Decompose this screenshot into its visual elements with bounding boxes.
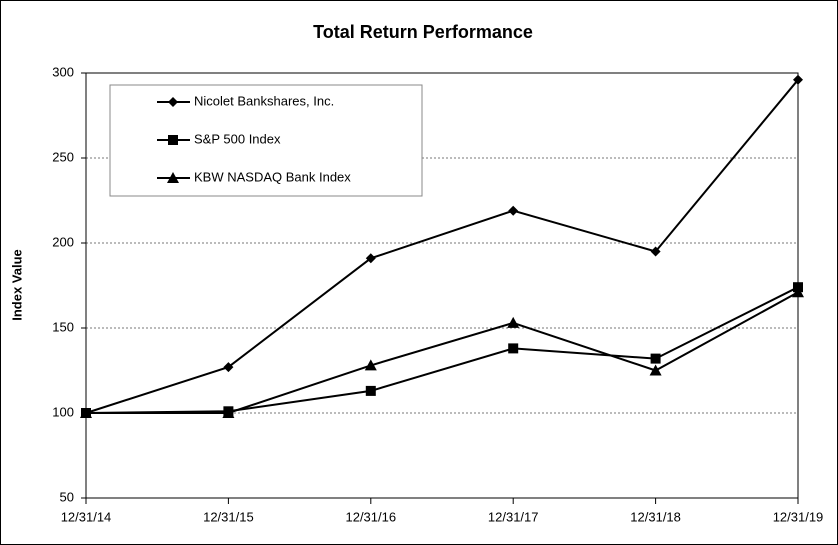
marker — [792, 286, 804, 298]
series-line — [85, 286, 799, 414]
marker — [793, 74, 803, 85]
marker — [507, 316, 520, 328]
marker — [365, 385, 376, 396]
y-tick-label: 300 — [52, 64, 74, 79]
x-tick-label: 12/31/18 — [630, 509, 681, 524]
marker — [508, 205, 519, 216]
series-line — [86, 291, 799, 414]
legend-marker — [168, 135, 178, 145]
legend-marker — [168, 97, 178, 107]
x-tick-label: 12/31/16 — [345, 509, 396, 524]
series-line — [85, 79, 799, 414]
x-tick-label: 12/31/15 — [203, 509, 254, 524]
marker — [508, 343, 519, 354]
marker — [80, 407, 92, 418]
marker — [364, 359, 377, 371]
marker — [222, 407, 235, 418]
legend-label: Nicolet Bankshares, Inc. — [194, 93, 334, 108]
y-tick-label: 100 — [52, 404, 74, 419]
y-tick-label: 150 — [52, 319, 74, 334]
marker — [650, 246, 661, 257]
legend-marker — [167, 172, 179, 183]
marker — [365, 253, 376, 264]
y-tick-label: 200 — [52, 234, 74, 249]
x-tick-label: 12/31/17 — [488, 509, 539, 524]
legend-label: S&P 500 Index — [194, 131, 281, 146]
y-tick-label: 250 — [52, 149, 74, 164]
marker — [650, 353, 661, 364]
legend-label: KBW NASDAQ Bank Index — [194, 169, 351, 184]
chart-title: Total Return Performance — [313, 22, 533, 42]
y-tick-label: 50 — [60, 489, 74, 504]
x-tick-label: 12/31/14 — [61, 509, 112, 524]
marker — [649, 364, 662, 376]
x-tick-label: 12/31/19 — [773, 509, 824, 524]
marker — [223, 362, 234, 373]
y-axis-label: Index Value — [9, 249, 24, 321]
